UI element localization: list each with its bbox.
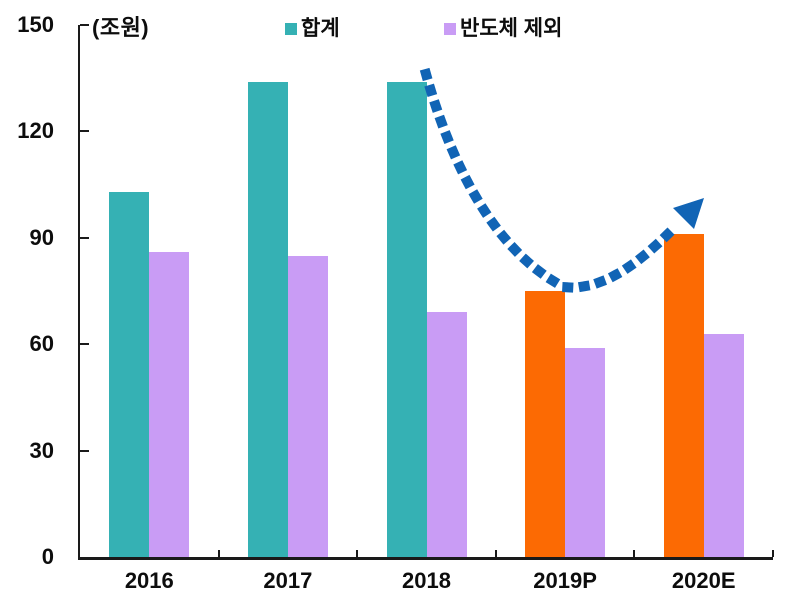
legend-item-total: 합계: [285, 12, 340, 42]
bar-ex-semiconductor-2016: [149, 251, 190, 557]
trend-dashed-curve: [419, 67, 680, 293]
bar-ex-semiconductor-2018: [426, 312, 467, 557]
x-tick-mark: [494, 550, 497, 557]
bar-total-2019P: [525, 291, 566, 557]
x-tick-mark: [772, 550, 774, 557]
x-tick-mark: [356, 550, 359, 557]
y-axis-line: [78, 25, 80, 560]
y-tick-mark: [80, 343, 89, 346]
x-tick-label-2016: 2016: [124, 568, 174, 593]
bar-ex-semiconductor-2017: [287, 255, 328, 557]
legend-swatch-total-icon: [285, 22, 297, 35]
y-tick-label: 150: [17, 12, 54, 37]
x-tick-mark: [633, 550, 636, 557]
y-tick-mark: [80, 24, 89, 26]
trend-arrowhead-icon: [673, 198, 704, 229]
bar-total-2020E: [663, 234, 704, 557]
x-tick-label-2019P: 2019P: [533, 568, 597, 593]
legend-item-ex-semiconductor: 반도체 제외: [444, 12, 562, 42]
y-tick-label: 0: [41, 544, 54, 569]
y-tick-mark: [80, 236, 89, 239]
bar-ex-semiconductor-2019P: [565, 347, 606, 557]
y-tick-label: 30: [29, 437, 54, 463]
bar-ex-semiconductor-2020E: [703, 333, 744, 557]
x-tick-label-2020E: 2020E: [671, 568, 736, 593]
y-tick-label: 90: [29, 224, 54, 250]
x-tick-label-2018: 2018: [402, 568, 451, 593]
legend-swatch-ex-semiconductor-icon: [444, 22, 456, 35]
x-tick-label-2017: 2017: [263, 568, 313, 593]
y-tick-label: 60: [29, 331, 54, 357]
x-tick-mark: [217, 550, 220, 557]
legend-label-ex-semiconductor: 반도체 제외: [460, 17, 563, 40]
x-axis-line: [80, 557, 773, 560]
bar-total-2017: [247, 81, 288, 557]
y-axis-unit-label: (조원): [92, 15, 150, 40]
y-tick-label: 120: [17, 118, 54, 144]
y-tick-mark: [80, 130, 89, 133]
y-tick-mark: [80, 449, 89, 452]
legend-label-total: 합계: [301, 17, 340, 40]
bar-total-2016: [109, 191, 150, 557]
bar-total-2018: [386, 81, 427, 557]
